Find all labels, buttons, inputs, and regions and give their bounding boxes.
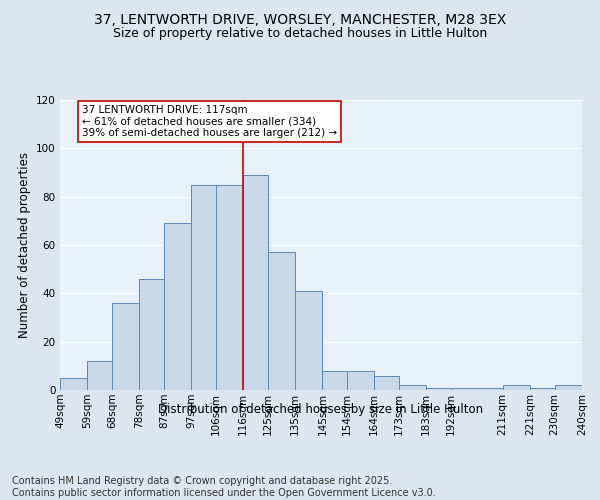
Bar xyxy=(164,223,191,390)
Bar xyxy=(139,279,164,390)
Bar xyxy=(191,184,216,390)
Text: 37, LENTWORTH DRIVE, WORSLEY, MANCHESTER, M28 3EX: 37, LENTWORTH DRIVE, WORSLEY, MANCHESTER… xyxy=(94,12,506,26)
Bar xyxy=(60,378,88,390)
Bar xyxy=(322,370,347,390)
Bar xyxy=(268,252,295,390)
Text: Size of property relative to detached houses in Little Hulton: Size of property relative to detached ho… xyxy=(113,28,487,40)
Bar xyxy=(554,385,582,390)
Text: Contains HM Land Registry data © Crown copyright and database right 2025.
Contai: Contains HM Land Registry data © Crown c… xyxy=(12,476,436,498)
Bar xyxy=(374,376,399,390)
Bar xyxy=(216,184,243,390)
Bar xyxy=(399,385,426,390)
Y-axis label: Number of detached properties: Number of detached properties xyxy=(17,152,31,338)
Text: 37 LENTWORTH DRIVE: 117sqm
← 61% of detached houses are smaller (334)
39% of sem: 37 LENTWORTH DRIVE: 117sqm ← 61% of deta… xyxy=(82,105,337,138)
Bar xyxy=(243,175,268,390)
Bar xyxy=(295,291,322,390)
Bar xyxy=(112,303,139,390)
Bar xyxy=(426,388,451,390)
Bar xyxy=(503,385,530,390)
Bar xyxy=(451,388,503,390)
Bar xyxy=(88,361,112,390)
Bar xyxy=(530,388,554,390)
Text: Distribution of detached houses by size in Little Hulton: Distribution of detached houses by size … xyxy=(158,402,484,415)
Bar xyxy=(347,370,374,390)
